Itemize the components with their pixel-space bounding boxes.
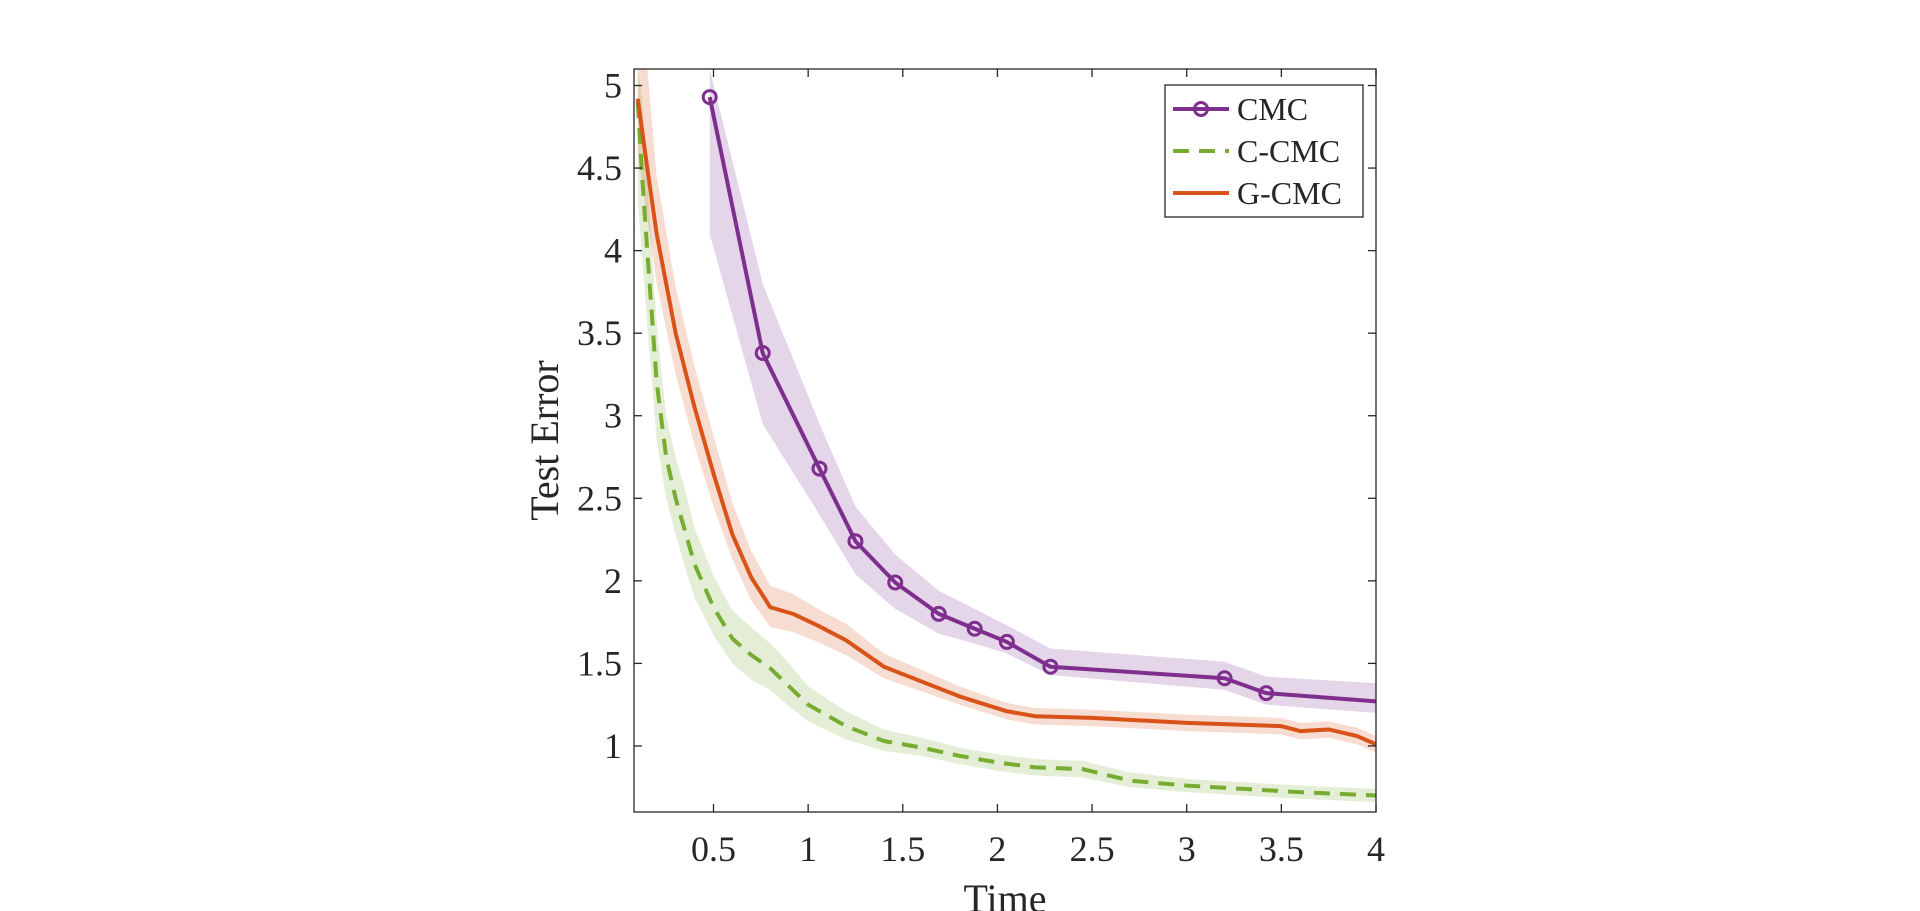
marker-cmc-4 <box>887 574 904 591</box>
legend-label-c-cmc: C-CMC <box>1237 133 1340 169</box>
y-tick-label: 3 <box>604 396 622 436</box>
marker-cmc-1 <box>754 344 771 361</box>
series-markers <box>701 89 1275 702</box>
x-tick-label: 3 <box>1178 829 1196 869</box>
marker-cmc-7 <box>998 633 1015 650</box>
marker-cmc-0 <box>701 89 718 106</box>
x-tick-label: 2.5 <box>1070 829 1115 869</box>
x-tick-label: 2 <box>988 829 1006 869</box>
y-tick-label: 4.5 <box>577 148 622 188</box>
marker-cmc-10 <box>1258 685 1275 702</box>
legend-label-g-cmc: G-CMC <box>1237 175 1342 211</box>
x-tick-label: 1 <box>799 829 817 869</box>
y-tick-label: 2.5 <box>577 478 622 518</box>
legend-label-cmc: CMC <box>1237 91 1308 127</box>
y-tick-label: 3.5 <box>577 313 622 353</box>
marker-cmc-8 <box>1042 658 1059 675</box>
y-tick-label: 1 <box>604 726 622 766</box>
x-tick-label: 4 <box>1367 829 1385 869</box>
marker-cmc-6 <box>966 620 983 637</box>
legend-items: CMC C-CMC G-CMC <box>1173 91 1342 211</box>
confidence-bands <box>637 69 1376 803</box>
band-cmc <box>709 69 1376 713</box>
plot-frame <box>633 68 1377 813</box>
y-tick-label: 5 <box>604 66 622 106</box>
x-tick-label: 0.5 <box>691 829 736 869</box>
marker-cmc-9 <box>1216 670 1233 687</box>
y-tick-label: 1.5 <box>577 643 622 683</box>
marker-cmc-2 <box>811 460 828 477</box>
legend-marker-cmc <box>1193 101 1209 117</box>
line-c-cmc <box>635 101 1376 798</box>
y-ticks: 1 1.5 2 2.5 3 3.5 4 4.5 5 <box>577 66 1376 766</box>
y-tick-label: 4 <box>604 231 622 271</box>
x-tick-label: 3.5 <box>1259 829 1304 869</box>
x-axis-label: Time <box>963 876 1046 911</box>
legend: CMC C-CMC G-CMC <box>1164 84 1364 218</box>
x-tick-label: 1.5 <box>880 829 925 869</box>
marker-cmc-5 <box>930 605 947 622</box>
marker-cmc-3 <box>847 533 864 550</box>
axes: 0.5 1 1.5 2 2.5 3 3.5 4 11.522.533.544.55 Time … <box>522 66 1385 911</box>
x-ticks: 0.5 1 1.5 2 2.5 3 3.5 4 <box>691 69 1385 869</box>
y-axis-label: Test Error <box>522 360 567 520</box>
y-tick-label: 2 <box>604 561 622 601</box>
line-g-cmc <box>635 98 1376 747</box>
